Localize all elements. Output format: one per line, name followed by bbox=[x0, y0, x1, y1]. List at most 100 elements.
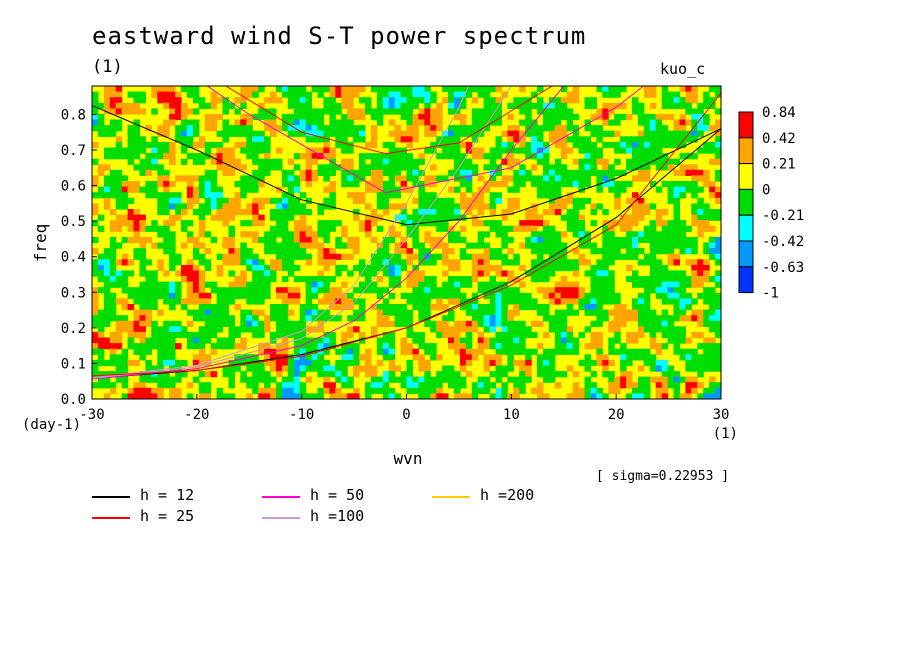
field-cell bbox=[560, 242, 568, 249]
field-cell bbox=[655, 130, 663, 137]
field-cell bbox=[157, 281, 164, 288]
field-cell bbox=[204, 387, 212, 394]
field-cell bbox=[222, 97, 229, 104]
field-cell bbox=[655, 141, 663, 149]
field-cell bbox=[121, 270, 129, 277]
field-cell bbox=[430, 141, 437, 149]
field-cell bbox=[406, 130, 413, 137]
field-cell bbox=[465, 343, 473, 350]
field-cell bbox=[305, 259, 313, 266]
field-cell bbox=[477, 108, 485, 115]
field-cell bbox=[175, 371, 182, 378]
field-cell bbox=[198, 287, 206, 294]
field-cell bbox=[216, 97, 224, 104]
field-cell bbox=[329, 153, 336, 160]
field-cell bbox=[97, 169, 105, 176]
field-cell bbox=[709, 326, 716, 333]
field-cell bbox=[489, 382, 497, 389]
field-cell bbox=[323, 281, 330, 288]
field-cell bbox=[317, 225, 324, 232]
field-cell bbox=[442, 153, 449, 160]
legend-label: h = 50 bbox=[310, 486, 365, 504]
field-cell bbox=[121, 320, 129, 327]
field-cell bbox=[691, 175, 698, 182]
field-cell bbox=[637, 209, 645, 216]
field-cell bbox=[477, 119, 485, 126]
field-cell bbox=[329, 315, 336, 322]
field-cell bbox=[703, 141, 710, 149]
field-cell bbox=[258, 331, 265, 339]
field-cell bbox=[258, 175, 265, 182]
field-cell bbox=[181, 147, 188, 154]
field-cell bbox=[430, 91, 437, 98]
field-cell bbox=[412, 276, 419, 283]
field-cell bbox=[127, 236, 135, 244]
field-cell bbox=[543, 125, 550, 132]
field-cell bbox=[560, 287, 568, 294]
field-cell bbox=[264, 97, 271, 104]
field-cell bbox=[97, 186, 105, 193]
field-cell bbox=[92, 102, 99, 109]
field-cell bbox=[299, 192, 307, 199]
field-cell bbox=[210, 102, 218, 109]
field-cell bbox=[715, 192, 721, 199]
field-cell bbox=[121, 214, 129, 221]
field-cell bbox=[703, 309, 710, 316]
field-cell bbox=[643, 91, 651, 98]
field-cell bbox=[495, 348, 502, 355]
field-cell bbox=[572, 292, 580, 299]
field-cell bbox=[465, 348, 473, 355]
field-cell bbox=[347, 236, 354, 244]
field-cell bbox=[341, 231, 348, 238]
field-cell bbox=[602, 175, 609, 182]
field-cell bbox=[222, 136, 229, 143]
field-cell bbox=[222, 158, 229, 165]
field-cell bbox=[679, 348, 686, 355]
field-cell bbox=[222, 337, 229, 344]
field-cell bbox=[181, 136, 188, 143]
field-cell bbox=[489, 225, 497, 232]
field-cell bbox=[305, 354, 313, 361]
field-cell bbox=[448, 214, 455, 221]
field-cell bbox=[715, 158, 721, 165]
field-cell bbox=[323, 169, 330, 176]
field-cell bbox=[418, 203, 425, 210]
field-cell bbox=[127, 147, 135, 154]
field-cell bbox=[626, 220, 633, 227]
field-cell bbox=[92, 108, 99, 115]
field-cell bbox=[525, 102, 532, 109]
field-cell bbox=[175, 298, 182, 305]
field-cell bbox=[685, 164, 692, 171]
field-cell bbox=[477, 287, 485, 294]
field-cell bbox=[697, 276, 704, 283]
field-cell bbox=[554, 248, 562, 255]
field-cell bbox=[637, 281, 645, 288]
field-cell bbox=[703, 320, 710, 327]
field-cell bbox=[400, 214, 408, 221]
field-cell bbox=[400, 86, 408, 93]
field-cell bbox=[329, 220, 336, 227]
field-cell bbox=[92, 343, 99, 350]
field-cell bbox=[198, 220, 206, 227]
field-cell bbox=[620, 253, 627, 260]
field-cell bbox=[643, 125, 651, 132]
field-cell bbox=[715, 175, 721, 182]
field-cell bbox=[192, 108, 200, 115]
field-cell bbox=[359, 331, 366, 339]
field-cell bbox=[163, 203, 170, 210]
field-cell bbox=[454, 382, 461, 389]
field-cell bbox=[97, 348, 105, 355]
field-cell bbox=[465, 326, 473, 333]
field-cell bbox=[465, 197, 473, 204]
field-cell bbox=[329, 97, 336, 104]
field-cell bbox=[501, 259, 508, 266]
field-cell bbox=[305, 197, 313, 204]
field-cell bbox=[442, 225, 449, 232]
field-cell bbox=[673, 343, 680, 350]
field-cell bbox=[370, 371, 378, 378]
field-cell bbox=[667, 136, 675, 143]
field-cell bbox=[620, 315, 627, 322]
field-cell bbox=[127, 102, 135, 109]
field-cell bbox=[353, 175, 360, 182]
